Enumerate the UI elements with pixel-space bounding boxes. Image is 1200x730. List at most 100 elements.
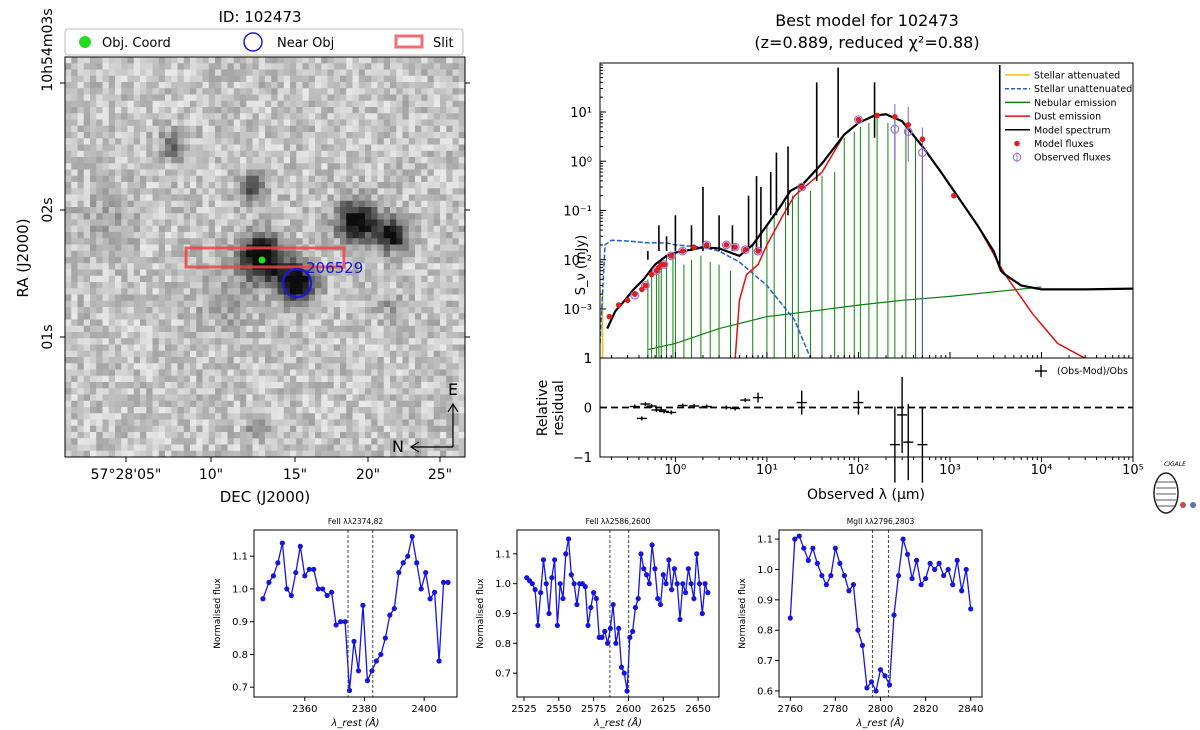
image-pixel bbox=[396, 432, 403, 439]
image-pixel bbox=[83, 382, 91, 389]
image-pixel bbox=[83, 363, 91, 370]
image-pixel bbox=[396, 157, 403, 164]
image-pixel bbox=[90, 194, 97, 202]
image-pixel bbox=[258, 94, 266, 102]
image-pixel bbox=[190, 363, 197, 370]
image-pixel bbox=[358, 207, 366, 214]
image-pixel bbox=[158, 207, 166, 214]
image-pixel bbox=[83, 157, 91, 164]
image-pixel bbox=[96, 188, 103, 195]
image-pixel bbox=[265, 150, 272, 158]
observed-flux-point bbox=[702, 240, 712, 250]
image-pixel bbox=[158, 119, 166, 127]
image-pixel bbox=[152, 275, 160, 283]
image-pixel bbox=[390, 157, 397, 164]
image-pixel bbox=[396, 282, 403, 289]
image-pixel bbox=[408, 388, 416, 395]
image-pixel bbox=[177, 132, 185, 139]
image-pixel bbox=[233, 100, 241, 108]
image-pixel bbox=[458, 438, 466, 445]
image-pixel bbox=[421, 375, 428, 383]
image-pixel bbox=[358, 194, 366, 202]
image-pixel bbox=[377, 369, 385, 377]
image-pixel bbox=[96, 113, 103, 120]
image-pixel bbox=[302, 150, 310, 158]
image-pixel bbox=[227, 150, 235, 158]
image-pixel bbox=[152, 300, 160, 308]
image-pixel bbox=[308, 175, 316, 183]
image-pixel bbox=[433, 200, 441, 208]
image-pixel bbox=[327, 213, 335, 220]
image-pixel bbox=[158, 219, 166, 227]
image-pixel bbox=[396, 263, 403, 270]
image-pixel bbox=[133, 132, 141, 139]
image-pixel bbox=[65, 263, 72, 270]
image-pixel bbox=[140, 257, 147, 264]
image-pixel bbox=[221, 257, 228, 264]
image-pixel bbox=[446, 125, 453, 133]
image-pixel bbox=[315, 94, 322, 102]
image-pixel bbox=[415, 107, 422, 114]
image-pixel bbox=[340, 182, 347, 189]
image-pixel bbox=[265, 88, 272, 95]
image-pixel bbox=[433, 344, 441, 352]
image-pixel bbox=[90, 200, 97, 208]
image-pixel bbox=[246, 300, 253, 308]
image-pixel bbox=[352, 307, 360, 314]
image-pixel bbox=[221, 94, 228, 102]
image-pixel bbox=[152, 332, 160, 339]
image-pixel bbox=[421, 82, 428, 89]
model-flux-point bbox=[615, 302, 622, 308]
image-pixel bbox=[371, 288, 378, 295]
image-pixel bbox=[296, 344, 303, 352]
image-pixel bbox=[390, 182, 397, 189]
image-pixel bbox=[221, 238, 228, 245]
image-pixel bbox=[71, 57, 78, 64]
image-pixel bbox=[402, 107, 410, 114]
image-pixel bbox=[390, 363, 397, 370]
image-pixel bbox=[90, 57, 97, 64]
image-pixel bbox=[377, 413, 385, 420]
image-pixel bbox=[83, 107, 91, 114]
image-pixel bbox=[133, 307, 141, 314]
image-pixel bbox=[433, 57, 441, 64]
image-pixel bbox=[71, 169, 78, 177]
image-pixel bbox=[127, 382, 135, 389]
image-pixel bbox=[127, 300, 135, 308]
image-pixel bbox=[383, 450, 391, 458]
image-pixel bbox=[202, 207, 210, 214]
image-pixel bbox=[190, 182, 197, 189]
image-pixel bbox=[277, 332, 285, 339]
image-pixel bbox=[115, 94, 122, 102]
image-pixel bbox=[221, 113, 228, 120]
image-pixel bbox=[71, 313, 78, 320]
image-pixel bbox=[65, 94, 72, 102]
y-tick-label: 0.9 bbox=[232, 617, 248, 628]
image-pixel bbox=[102, 319, 110, 327]
image-pixel bbox=[183, 325, 191, 333]
image-pixel bbox=[102, 450, 110, 458]
image-pixel bbox=[321, 150, 328, 158]
image-pixel bbox=[358, 213, 366, 220]
image-pixel bbox=[96, 69, 103, 77]
image-pixel bbox=[190, 82, 197, 89]
image-pixel bbox=[115, 163, 122, 170]
image-pixel bbox=[458, 400, 466, 408]
image-pixel bbox=[377, 132, 385, 139]
image-pixel bbox=[190, 388, 197, 395]
image-pixel bbox=[133, 332, 141, 339]
residual-y-label-line: residual bbox=[551, 380, 567, 435]
image-pixel bbox=[127, 107, 135, 114]
image-pixel bbox=[302, 250, 310, 258]
image-pixel bbox=[358, 219, 366, 227]
image-pixel bbox=[258, 282, 266, 289]
image-pixel bbox=[265, 288, 272, 295]
image-pixel bbox=[152, 150, 160, 158]
image-pixel bbox=[96, 207, 103, 214]
image-pixel bbox=[252, 325, 260, 333]
image-pixel bbox=[121, 207, 128, 214]
image-pixel bbox=[440, 432, 447, 439]
image-pixel bbox=[283, 125, 291, 133]
image-pixel bbox=[146, 150, 153, 158]
image-pixel bbox=[133, 394, 141, 402]
